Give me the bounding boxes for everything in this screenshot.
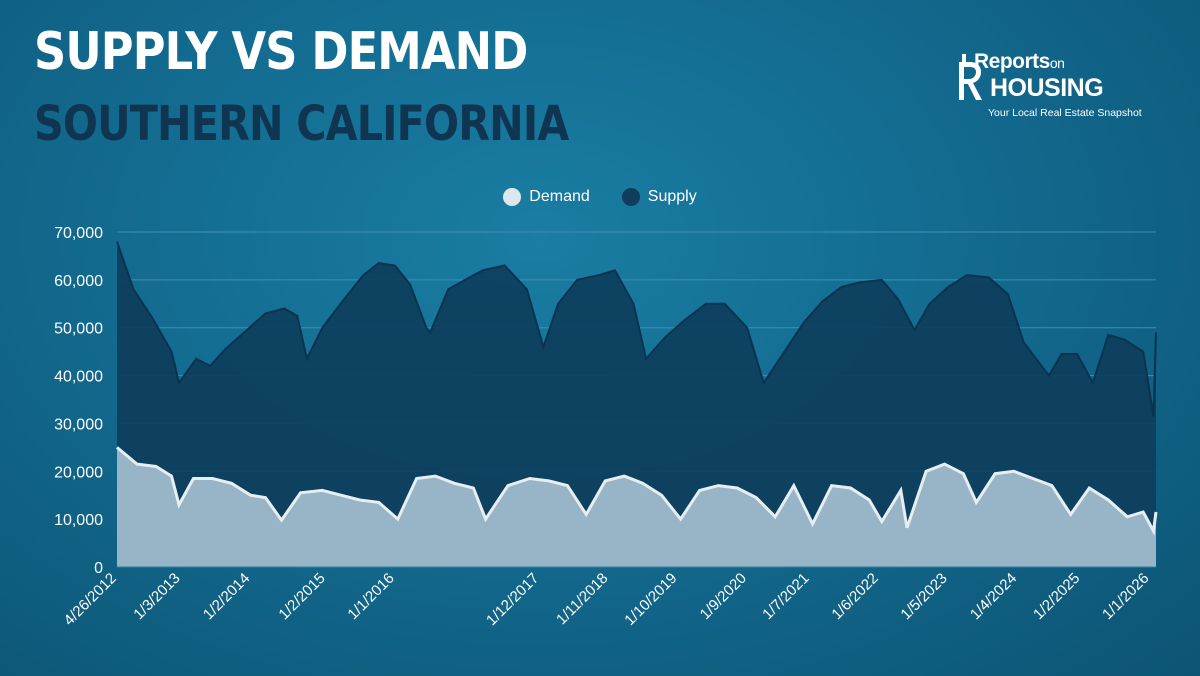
x-tick-label: 1/2/2015 xyxy=(275,570,328,623)
page-subtitle: SOUTHERN CALIFORNIA xyxy=(34,96,569,152)
logo-text-reports: Reportson xyxy=(974,50,1065,73)
x-tick-label: 1/9/2020 xyxy=(697,570,750,623)
demand-area xyxy=(117,447,1156,567)
legend-item-demand[interactable]: Demand xyxy=(503,188,590,206)
supply-line xyxy=(116,241,1157,417)
y-tick-label: 20,000 xyxy=(54,464,103,481)
x-tick-label: 1/4/2024 xyxy=(967,570,1020,623)
logo-text-housing: HOUSING xyxy=(990,74,1104,102)
y-tick-label: 10,000 xyxy=(54,512,103,529)
chart-legend: Demand Supply xyxy=(0,188,1200,206)
y-tick-label: 70,000 xyxy=(54,225,103,242)
legend-label-supply: Supply xyxy=(647,188,697,205)
x-tick-label: 1/6/2022 xyxy=(828,570,881,623)
x-tick-label: 4/26/2012 xyxy=(61,570,120,629)
y-tick-label: 40,000 xyxy=(54,369,103,386)
legend-item-supply[interactable]: Supply xyxy=(621,188,697,206)
legend-swatch-demand xyxy=(503,188,522,206)
x-tick-label: 1/5/2023 xyxy=(897,570,950,623)
y-tick-label: 50,000 xyxy=(54,321,103,338)
x-tick-label: 1/3/2013 xyxy=(130,570,183,623)
logo-tagline: Your Local Real Estate Snapshot xyxy=(988,107,1142,119)
legend-label-demand: Demand xyxy=(529,188,590,205)
house-r-icon xyxy=(959,54,982,100)
reports-on-housing-logo: Reportson HOUSING Your Local Real Estate… xyxy=(956,50,1156,130)
demand-line xyxy=(116,446,1158,536)
x-tick-label: 1/7/2021 xyxy=(759,570,812,623)
x-tick-label: 1/2/2025 xyxy=(1030,570,1083,623)
legend-swatch-supply xyxy=(621,188,640,206)
x-tick-label: 1/10/2019 xyxy=(621,570,680,629)
y-tick-label: 0 xyxy=(94,560,103,577)
supply-area xyxy=(117,241,1156,567)
x-tick-label: 1/1/2026 xyxy=(1099,570,1152,623)
page-title: SUPPLY VS DEMAND xyxy=(34,22,528,82)
y-tick-label: 30,000 xyxy=(54,416,103,433)
x-tick-label: 1/1/2016 xyxy=(344,570,397,623)
x-tick-label: 1/2/2014 xyxy=(200,570,253,623)
x-tick-label: 1/11/2018 xyxy=(553,570,611,628)
x-tick-label: 1/12/2017 xyxy=(483,570,542,629)
y-tick-label: 60,000 xyxy=(54,273,103,290)
